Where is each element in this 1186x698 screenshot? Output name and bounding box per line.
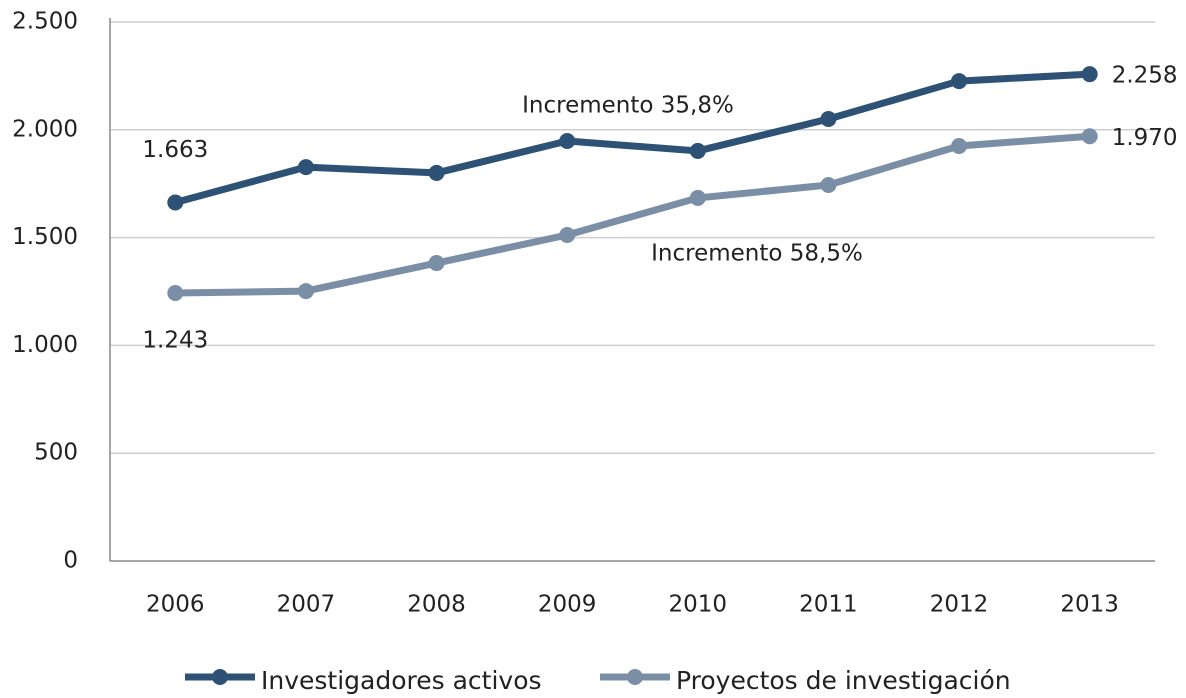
data-label: 1.243 — [142, 328, 208, 354]
point — [428, 164, 445, 181]
point — [559, 133, 576, 150]
y-tick-label: 1.500 — [12, 224, 78, 250]
point — [1081, 128, 1098, 145]
annotation: Incremento 58,5% — [651, 241, 863, 267]
point — [689, 142, 706, 159]
x-tick-label: 2009 — [538, 592, 597, 618]
point — [951, 73, 968, 90]
series-line — [175, 132, 1090, 297]
point — [820, 176, 837, 193]
x-tick-label: 2012 — [930, 592, 989, 618]
annotation: Incremento 35,8% — [522, 93, 734, 119]
legend-marker — [212, 669, 228, 685]
x-tick-label: 2011 — [799, 592, 858, 618]
point — [1081, 66, 1098, 83]
x-tick-label: 2013 — [1060, 592, 1119, 618]
legend-label: Investigadores activos — [261, 666, 542, 695]
y-tick-label: 0 — [63, 548, 78, 574]
point — [428, 255, 445, 272]
y-tick-label: 2.000 — [12, 116, 78, 142]
point — [689, 189, 706, 206]
point — [559, 227, 576, 244]
series-line — [174, 70, 1090, 206]
point — [951, 137, 968, 154]
data-label: 1.970 — [1112, 125, 1178, 151]
data-label: 1.663 — [142, 137, 208, 163]
legend-marker — [627, 669, 643, 685]
y-tick-label: 2.500 — [12, 9, 78, 35]
y-tick-label: 500 — [34, 440, 78, 466]
y-tick-label: 1.000 — [12, 332, 78, 358]
point — [297, 283, 314, 300]
x-tick-label: 2006 — [146, 592, 205, 618]
legend-label: Proyectos de investigación — [676, 666, 1011, 695]
point — [167, 194, 184, 211]
point — [167, 285, 184, 302]
x-tick-label: 2010 — [669, 592, 728, 618]
x-tick-label: 2007 — [277, 592, 336, 618]
point — [297, 159, 314, 176]
point — [820, 111, 837, 128]
data-label: 2.258 — [1112, 63, 1178, 89]
x-tick-label: 2008 — [407, 592, 466, 618]
